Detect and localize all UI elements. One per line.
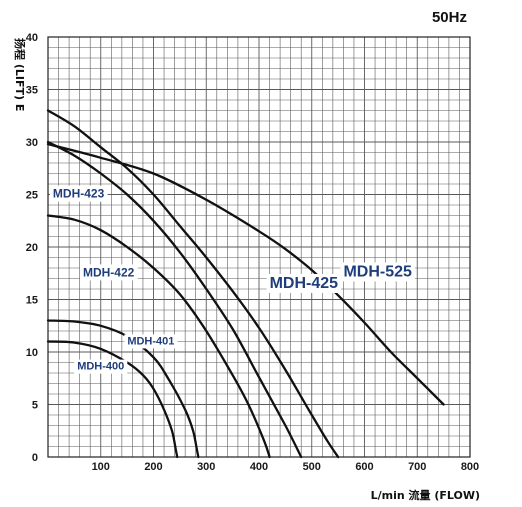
curve-label-background <box>124 334 178 349</box>
curves <box>46 109 445 459</box>
x-tick-label: 500 <box>303 461 321 473</box>
curve-label-mdh-425: MDH-425 <box>266 273 342 293</box>
curve-labels: MDH-423 MDH-422 MDH-401 MDH-400 MDH-425MDH-5… <box>49 185 416 374</box>
curve-label-background <box>79 264 138 281</box>
curve-label-text: MDH-525 <box>343 263 412 280</box>
tick-labels: 0 5 10 15 20 25 30 35 40 100 200 300 400 500 600 700 800 <box>26 32 479 473</box>
x-tick-label: 200 <box>144 461 162 473</box>
x-tick-label: 600 <box>355 461 373 473</box>
curve-label-mdh-423: MDH-423 <box>49 185 108 202</box>
y-axis-title: 扬程 (LIFT) E <box>13 38 27 111</box>
axes <box>47 36 471 458</box>
curve-label-background <box>266 273 342 293</box>
curve-mdh-425 <box>46 109 340 459</box>
frequency-label: 50Hz <box>432 9 467 26</box>
curve-label-mdh-400: MDH-400 <box>74 359 128 374</box>
curve-label-text: MDH-400 <box>77 361 124 373</box>
x-tick-label: 700 <box>408 461 426 473</box>
curve-mdh-401 <box>46 319 200 459</box>
curve-mdh-422 <box>46 214 271 459</box>
curve-label-text: MDH-422 <box>83 265 135 279</box>
grid <box>47 36 471 458</box>
curve-label-mdh-525: MDH-525 <box>340 262 416 282</box>
curve-label-background <box>49 185 108 202</box>
x-tick-label: 400 <box>250 461 268 473</box>
curve-label-mdh-401: MDH-401 <box>124 334 178 349</box>
x-tick-label: 800 <box>461 461 479 473</box>
y-tick-label: 10 <box>26 347 38 359</box>
y-tick-label: 35 <box>26 85 38 97</box>
x-tick-label: 100 <box>92 461 110 473</box>
y-tick-label: 25 <box>26 190 38 202</box>
curve-mdh-400 <box>46 340 179 459</box>
y-tick-label: 30 <box>26 137 38 149</box>
curve-label-text: MDH-423 <box>53 187 105 201</box>
curve-label-background <box>74 359 128 374</box>
x-axis-title: L/min 流量 (FLOW) <box>371 488 480 502</box>
y-tick-label: 0 <box>32 452 38 464</box>
curve-label-background <box>340 262 416 282</box>
y-tick-label: 40 <box>26 32 38 44</box>
curve-mdh-423 <box>46 140 303 459</box>
y-tick-label: 15 <box>26 295 38 307</box>
x-tick-label: 300 <box>197 461 215 473</box>
y-tick-label: 20 <box>26 242 38 254</box>
curve-label-text: MDH-401 <box>127 335 174 347</box>
curve-label-text: MDH-425 <box>270 275 339 292</box>
curve-mdh-525 <box>46 142 445 406</box>
y-tick-label: 5 <box>32 400 38 412</box>
plot-frame <box>47 36 471 458</box>
curve-label-mdh-422: MDH-422 <box>79 264 138 281</box>
